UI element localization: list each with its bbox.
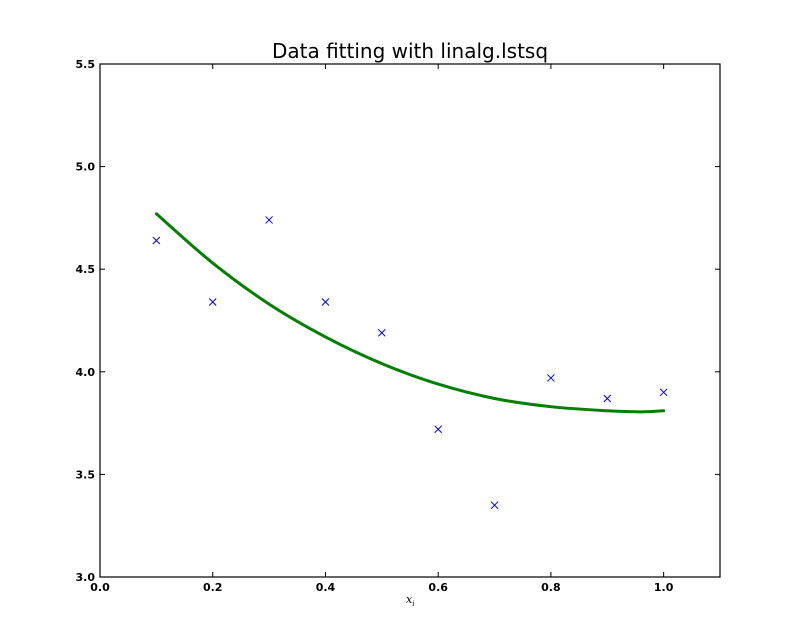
- x-tick-label: 1.0: [654, 581, 674, 594]
- plot-frame: [99, 63, 721, 578]
- x-tick-label: 0.2: [203, 581, 223, 594]
- data-point: [490, 501, 499, 510]
- y-axis: 3.0 3.5 4.0 4.5 5.0 5.5: [76, 58, 720, 584]
- plot-area: [99, 63, 721, 578]
- x-tick-label: 0.8: [541, 581, 561, 594]
- data-point: [152, 236, 161, 245]
- y-tick-label: 5.0: [76, 161, 96, 174]
- y-tick-label: 4.5: [76, 263, 96, 276]
- y-tick-label: 5.5: [76, 58, 96, 71]
- x-tick-label: 0.6: [428, 581, 448, 594]
- x-axis-label: xi: [406, 593, 414, 608]
- series-layer: [152, 212, 668, 510]
- data-point: [265, 216, 273, 224]
- data-point: [547, 374, 555, 382]
- data-point: [208, 298, 217, 306]
- x-tick-label: 0.4: [316, 581, 336, 594]
- y-tick-label: 3.0: [76, 571, 96, 584]
- y-tick-label: 3.5: [76, 468, 96, 481]
- x-tick-label: 0.0: [90, 581, 110, 594]
- chart-title: Data fitting with linalg.lstsq: [272, 39, 548, 63]
- data-point: [603, 394, 612, 403]
- y-tick-label: 4.0: [76, 366, 96, 379]
- x-axis: 0.0 0.2 0.4 0.6 0.8 1.0: [90, 64, 674, 594]
- fit-line: [154, 212, 666, 414]
- data-point: [377, 328, 386, 337]
- data-point: [659, 388, 668, 397]
- data-point: [434, 425, 443, 434]
- x-axis-label-subscript: i: [412, 600, 414, 608]
- x-axis-label-main: x: [406, 593, 413, 606]
- data-point: [321, 298, 330, 306]
